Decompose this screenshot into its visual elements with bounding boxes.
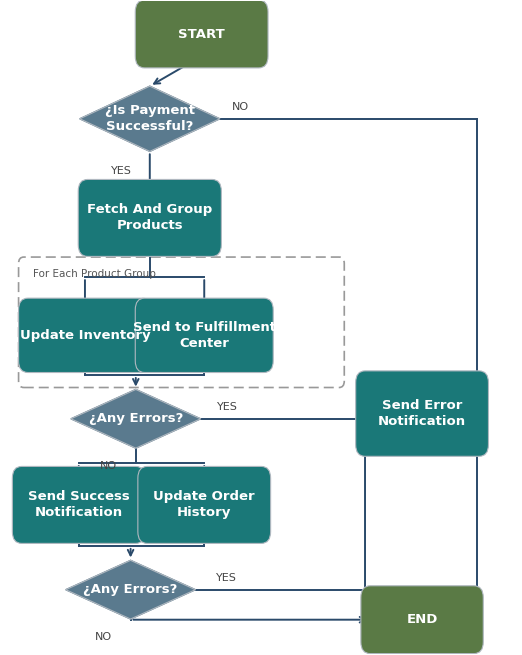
Text: Update Order
History: Update Order History (153, 491, 255, 519)
Polygon shape (71, 390, 200, 448)
FancyBboxPatch shape (355, 371, 489, 457)
Text: NO: NO (100, 461, 117, 472)
Text: YES: YES (216, 573, 237, 583)
FancyBboxPatch shape (135, 298, 273, 373)
Text: Send to Fulfillment
Center: Send to Fulfillment Center (133, 321, 276, 350)
Text: NO: NO (232, 102, 249, 112)
Text: Fetch And Group
Products: Fetch And Group Products (87, 204, 212, 233)
FancyBboxPatch shape (13, 466, 145, 544)
FancyBboxPatch shape (361, 586, 483, 654)
Text: Send Error
Notification: Send Error Notification (378, 399, 466, 428)
Text: Send Success
Notification: Send Success Notification (28, 491, 129, 519)
Text: END: END (407, 613, 438, 626)
Text: YES: YES (111, 166, 132, 176)
Text: NO: NO (95, 632, 112, 643)
Text: Update Inventory: Update Inventory (20, 329, 150, 342)
Text: For Each Product Group: For Each Product Group (33, 269, 156, 279)
Text: ¿Is Payment
Successful?: ¿Is Payment Successful? (105, 104, 195, 133)
FancyBboxPatch shape (135, 0, 268, 68)
Text: ¿Any Errors?: ¿Any Errors? (89, 412, 183, 425)
Text: ¿Any Errors?: ¿Any Errors? (84, 583, 178, 596)
Text: YES: YES (217, 402, 238, 412)
FancyBboxPatch shape (138, 466, 270, 544)
Polygon shape (66, 560, 195, 619)
Text: START: START (179, 28, 225, 41)
FancyBboxPatch shape (19, 298, 151, 373)
Polygon shape (80, 86, 220, 151)
FancyBboxPatch shape (78, 179, 221, 256)
